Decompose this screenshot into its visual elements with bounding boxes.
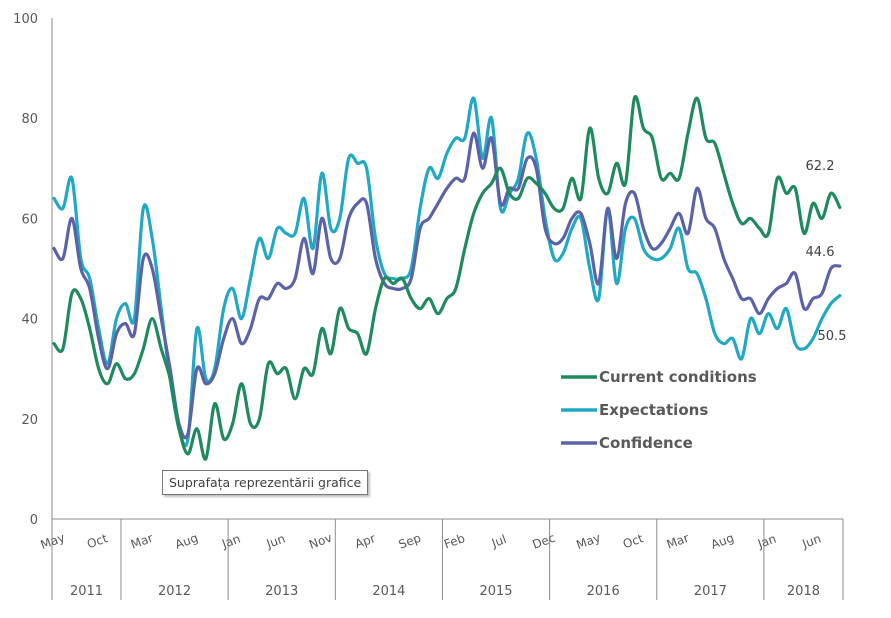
y-tick-label: 40 [21,313,38,328]
month-tick-label: Mar [129,531,155,552]
y-tick-label: 20 [21,413,38,428]
month-tick-label: May [574,530,602,552]
year-label: 2017 [694,584,727,599]
legend-label: Current conditions [599,368,757,386]
legend-label: Expectations [599,401,708,419]
year-label: 2015 [479,584,512,599]
year-label: 2018 [787,584,820,599]
chart-area-tooltip: Suprafața reprezentării grafice [162,470,369,495]
year-label: 2013 [265,584,298,599]
end-value-label: 62.2 [806,159,835,174]
month-tick-label: Feb [442,531,467,551]
month-tick-label: Mar [665,531,691,552]
end-value-label: 50.5 [818,329,847,344]
month-tick-label: Aug [709,531,736,552]
legend-item: Expectations [561,401,708,419]
month-tick-label: Jun [264,531,287,551]
year-label: 2016 [587,584,620,599]
y-tick-label: 60 [21,212,38,227]
legend-item: Current conditions [561,368,757,386]
legend: Current conditions Expectations Confidence [561,368,757,452]
series-lines [52,94,842,461]
y-tick-label: 80 [21,112,38,127]
month-tick-label: Sep [397,531,423,552]
month-tick-label: May [39,530,67,552]
year-label: 2011 [70,584,103,599]
month-tick-label: Aug [173,531,200,552]
month-tick-label: Dec [530,531,557,552]
legend-item: Confidence [561,434,693,452]
legend-label: Confidence [599,434,693,452]
month-tick-label: Oct [85,531,110,551]
y-axis: 0 20 40 60 80 100 [13,12,53,528]
year-label: 2014 [372,584,405,599]
y-tick-label: 100 [13,12,38,27]
end-labels: 62.2 44.6 50.5 [806,159,847,344]
month-tick-label: Nov [307,531,334,552]
month-tick-label: Jul [489,532,508,550]
end-value-label: 44.6 [806,245,835,260]
y-tick-label: 0 [30,513,38,528]
month-tick-label: Jan [219,531,242,551]
x-axis: 2011 2012 2013 2014 2015 2016 2017 2018 May Oct Ma… [39,518,844,600]
year-label: 2012 [158,584,191,599]
month-tick-label: Apr [353,531,377,551]
series-line-current-conditions [52,94,842,461]
month-tick-label: Jun [800,531,823,551]
month-tick-label: Oct [621,531,646,551]
series-line-confidence [52,131,842,440]
month-tick-label: Jan [755,531,778,551]
